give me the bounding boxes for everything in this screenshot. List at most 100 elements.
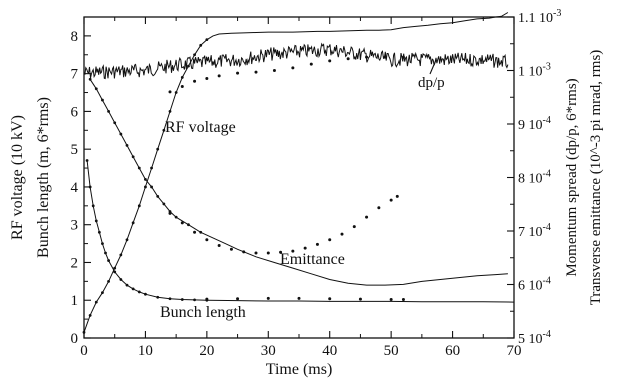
series-point [174, 91, 178, 94]
series-point [297, 296, 301, 300]
series-point [162, 128, 166, 132]
series-point [137, 166, 141, 170]
y-right-tick-label: 5 10-4 [518, 329, 551, 347]
series-point [88, 185, 92, 189]
series-point [94, 219, 98, 223]
series-point [168, 110, 172, 113]
series-point [156, 194, 160, 198]
series-point [125, 283, 129, 287]
y-right-tick-label: 1 10-3 [518, 62, 551, 80]
series-line [89, 79, 508, 286]
x-tick-label: 60 [445, 343, 460, 359]
series-line [83, 42, 509, 80]
x-tick-label: 0 [80, 343, 88, 359]
series-point [346, 57, 350, 61]
x-axis-label: Time (ms) [266, 361, 333, 378]
y-right-tick-label: 8 10-4 [518, 169, 551, 187]
y-right-tick-label: 7 10-4 [518, 222, 551, 240]
series-point [229, 247, 233, 251]
series-point [107, 279, 110, 283]
series-point [187, 223, 190, 227]
series-point [383, 55, 387, 59]
series-0 [82, 12, 509, 334]
series-point [217, 243, 221, 247]
series-point [358, 297, 362, 301]
series-point [104, 251, 107, 255]
series-point [168, 297, 172, 301]
x-tick-label: 20 [199, 343, 214, 359]
series-point [303, 246, 307, 250]
x-tick-label: 50 [384, 343, 399, 359]
series-point [168, 90, 172, 94]
y-left-tick-label: 8 [71, 29, 79, 45]
series-point [94, 300, 98, 304]
series-point [328, 297, 332, 301]
series-5 [83, 42, 509, 80]
series-point [85, 159, 89, 162]
series-point [395, 194, 399, 198]
series-point [107, 259, 110, 262]
series-point [272, 69, 276, 72]
y-left-tick-label: 0 [71, 331, 79, 347]
annotation-label: Emittance [280, 251, 345, 268]
series-point [254, 70, 258, 74]
series-point [125, 238, 129, 242]
series-point [150, 185, 153, 189]
series-point [193, 298, 196, 302]
series-point [242, 250, 246, 254]
series-point [266, 296, 270, 300]
series-point [144, 177, 147, 181]
series-3 [88, 77, 508, 286]
annotation-label: Bunch length [160, 304, 246, 321]
series-point [205, 38, 209, 42]
series-point [180, 221, 184, 225]
series-point [107, 110, 110, 113]
series-point [144, 185, 147, 189]
x-tick-label: 40 [322, 343, 337, 359]
y-left-axis-label: RF voltage (10 kV) [9, 115, 26, 240]
series-point [328, 238, 332, 242]
annotation-pointer [429, 59, 437, 75]
series-point [88, 313, 92, 317]
series-point [205, 77, 209, 81]
series-point [291, 66, 295, 70]
series-point [101, 242, 104, 245]
series-point [131, 221, 135, 225]
series-point [315, 242, 319, 246]
series-point [193, 79, 197, 83]
y-left-axis-label: Bunch length (m, 6*rms) [35, 97, 52, 258]
series-point [119, 278, 123, 281]
series-point [137, 290, 141, 294]
series-point [97, 230, 101, 234]
series-point [236, 71, 240, 75]
series-point [162, 202, 166, 206]
y-left-tick-label: 1 [71, 293, 79, 309]
series-2 [205, 296, 405, 301]
series-point [119, 253, 123, 257]
series-point [88, 77, 92, 81]
series-point [113, 121, 117, 125]
series-point [254, 251, 258, 255]
series-point [131, 287, 135, 291]
series-point [279, 250, 283, 254]
series-point [205, 238, 209, 242]
annotation-label: RF voltage [165, 119, 236, 136]
series-point [180, 298, 184, 301]
series-point [236, 297, 240, 301]
series-point [180, 85, 184, 89]
series-point [82, 330, 86, 334]
series-point [137, 204, 141, 208]
series-point [180, 76, 184, 79]
x-tick-label: 70 [507, 343, 522, 359]
series-point [94, 87, 98, 91]
series-point [389, 297, 393, 301]
series-point [150, 166, 153, 170]
series-point [401, 55, 405, 59]
y-left-tick-label: 3 [71, 218, 79, 234]
y-left-tick-label: 7 [71, 67, 79, 83]
y-right-axis-label: Transverse emittance (10^-3 pi mrad, rms… [588, 50, 604, 306]
y-left-tick-label: 6 [71, 104, 79, 120]
series-point [156, 147, 160, 151]
y-left-tick-label: 4 [71, 180, 79, 196]
